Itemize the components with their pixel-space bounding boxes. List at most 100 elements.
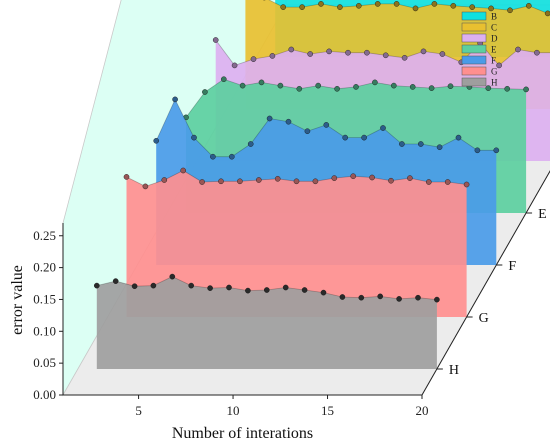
legend-swatch-C [461, 22, 487, 32]
point-E-6 [258, 79, 265, 86]
point-D-7 [307, 51, 314, 57]
point-E-19 [504, 86, 511, 92]
x-tick-label: 10 [227, 403, 240, 418]
point-H-7 [188, 282, 194, 289]
point-E-16 [447, 83, 454, 89]
point-G-14 [350, 173, 357, 179]
point-H-3 [112, 278, 119, 284]
point-E-20 [523, 86, 529, 93]
point-E-14 [409, 84, 416, 90]
point-D-9 [345, 49, 351, 56]
point-H-17 [377, 293, 384, 300]
point-G-9 [255, 177, 262, 183]
point-D-8 [326, 48, 332, 55]
point-D-4 [250, 56, 257, 62]
point-F-15 [399, 141, 405, 147]
point-H-13 [301, 287, 308, 293]
point-H-20 [434, 296, 440, 303]
point-H-8 [207, 285, 213, 291]
point-C-11 [412, 5, 419, 12]
point-E-10 [334, 86, 340, 92]
point-C-14 [469, 4, 476, 10]
point-F-20 [493, 147, 500, 154]
point-F-11 [323, 122, 330, 128]
point-H-16 [358, 294, 365, 301]
point-C-5 [299, 4, 305, 10]
point-G-12 [312, 178, 319, 185]
point-C-8 [355, 3, 362, 9]
point-C-17 [526, 3, 532, 9]
legend-label-E: E [491, 45, 497, 55]
point-H-9 [226, 284, 232, 291]
legend-swatch-F [461, 55, 487, 65]
point-G-16 [388, 177, 394, 184]
y-axis-title: error value [9, 265, 26, 335]
point-F-12 [342, 134, 349, 141]
legend-label-B: B [491, 12, 497, 22]
point-F-5 [210, 153, 216, 160]
point-E-11 [353, 84, 359, 90]
point-C-10 [393, 1, 400, 7]
y-tick-label: 0.05 [33, 355, 56, 370]
point-G-4 [161, 177, 168, 183]
point-D-6 [288, 46, 295, 53]
point-C-16 [507, 7, 513, 14]
point-D-3 [231, 62, 238, 69]
point-E-18 [485, 85, 492, 91]
point-D-13 [420, 48, 427, 55]
point-F-2 [153, 137, 159, 144]
point-F-14 [380, 125, 386, 131]
point-F-16 [417, 141, 424, 147]
point-D-2 [212, 37, 219, 43]
point-H-2 [94, 282, 100, 289]
point-G-20 [463, 181, 470, 188]
point-H-4 [131, 283, 138, 290]
point-C-15 [488, 5, 494, 12]
x-axis-title: Number of interations [172, 425, 313, 442]
point-F-8 [266, 115, 273, 122]
point-D-19 [534, 49, 540, 56]
series-area-G [126, 170, 467, 317]
point-C-13 [450, 3, 457, 9]
point-C-9 [374, 1, 381, 7]
point-E-12 [372, 79, 378, 86]
point-F-6 [228, 153, 235, 160]
point-C-18 [544, 10, 550, 17]
point-H-6 [169, 273, 176, 280]
y-tick-label: 0.00 [33, 387, 56, 402]
point-G-19 [444, 179, 451, 185]
point-E-15 [428, 85, 435, 91]
point-F-4 [191, 134, 197, 141]
point-C-12 [431, 1, 438, 7]
point-C-4 [280, 4, 287, 10]
point-E-3 [202, 89, 208, 95]
point-G-7 [218, 178, 224, 185]
point-E-4 [220, 76, 227, 82]
point-F-18 [455, 134, 462, 141]
point-H-14 [320, 289, 327, 296]
point-F-13 [361, 134, 367, 141]
point-G-8 [237, 178, 243, 185]
y-tick-label: 0.10 [33, 323, 56, 338]
y-tick-label: 0.15 [33, 291, 56, 306]
depth-label-F: F [508, 259, 516, 274]
point-H-12 [282, 284, 289, 291]
point-E-5 [239, 82, 246, 89]
point-G-2 [123, 174, 130, 180]
legend-swatch-D [461, 33, 487, 43]
legend-label-G: G [491, 67, 498, 77]
legend-label-H: H [491, 78, 498, 88]
legend-swatch-E [461, 44, 487, 54]
point-E-13 [390, 82, 397, 89]
legend-swatch-G [461, 66, 487, 76]
point-F-3 [172, 96, 178, 103]
depth-label-E: E [538, 207, 547, 222]
series-area-H [96, 276, 437, 369]
point-D-11 [382, 52, 389, 59]
point-D-5 [269, 53, 276, 59]
point-H-10 [245, 287, 251, 294]
point-F-7 [247, 141, 254, 147]
point-D-18 [515, 46, 521, 53]
depth-axis-line [421, 170, 550, 396]
